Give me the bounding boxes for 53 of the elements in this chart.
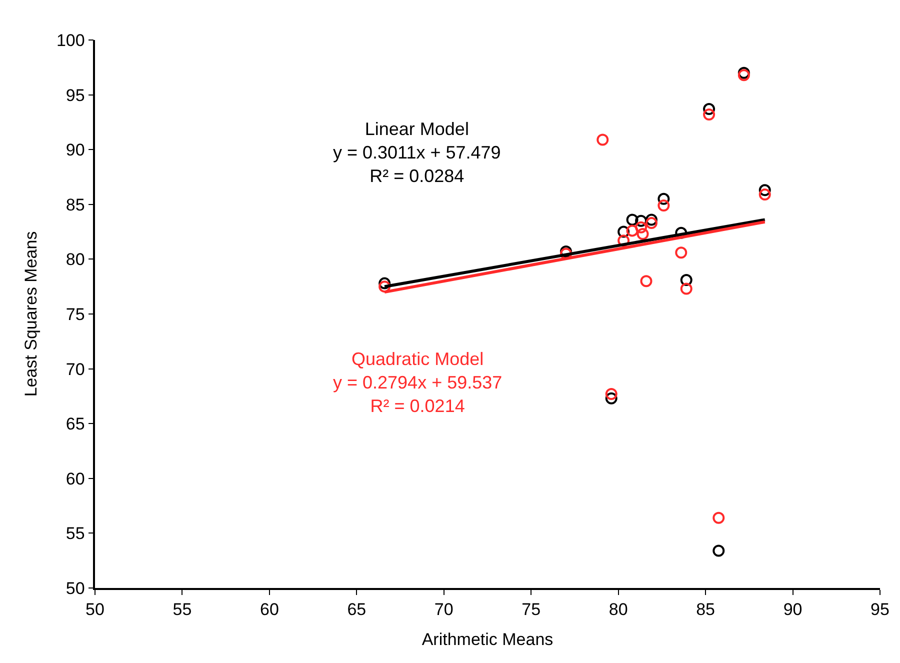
x-tick-label: 95: [870, 600, 890, 620]
point: [378, 280, 391, 293]
y-tick-label: 50: [66, 578, 85, 598]
x-tick-label: 60: [260, 600, 279, 620]
point: [738, 66, 750, 79]
annotation: Quadratic Model y = 0.2794x + 59.537 R² = 0.0214: [333, 349, 502, 416]
point: [712, 544, 725, 557]
point: [712, 512, 725, 524]
point: [636, 228, 649, 240]
point: [645, 214, 658, 226]
point: [618, 226, 630, 238]
point: [680, 274, 692, 286]
point: [703, 103, 716, 116]
point: [758, 184, 771, 196]
point: [378, 277, 391, 290]
y-axis-title: Least Squares Means: [22, 231, 41, 397]
point: [618, 234, 630, 247]
y-tick-label: 55: [66, 524, 85, 544]
point: [758, 188, 771, 201]
point: [596, 134, 609, 146]
x-tick-label: 50: [86, 600, 104, 620]
point: [675, 246, 688, 259]
x-axis-title: Arithmetic Means: [422, 630, 554, 650]
point: [605, 388, 618, 400]
point: [738, 69, 750, 82]
point: [658, 200, 670, 212]
x-tick-label: 70: [434, 600, 454, 620]
y-tick-label: 70: [66, 360, 85, 379]
y-tick-label: 60: [66, 469, 85, 488]
annotation: Linear Model y = 0.3011x + 57.479 R² = 0.0284: [333, 119, 501, 186]
point: [703, 108, 716, 121]
x-tick-label: 75: [522, 600, 541, 620]
x-tick-label: 55: [172, 600, 192, 620]
point: [626, 224, 638, 237]
point: [645, 217, 658, 230]
y-tick-label: 75: [66, 304, 85, 324]
point: [640, 275, 652, 288]
y-tick-label: 90: [66, 140, 85, 160]
point: [635, 214, 648, 227]
y-tick-label: 100: [56, 30, 85, 50]
x-tick-label: 80: [608, 600, 628, 620]
x-tick-label: 85: [696, 600, 716, 620]
y-tick-label: 85: [66, 195, 85, 214]
point: [658, 192, 670, 205]
x-tick-label: 90: [783, 600, 802, 620]
point: [680, 282, 692, 295]
point: [635, 221, 648, 234]
point: [605, 392, 618, 404]
y-tick-label: 95: [66, 86, 85, 105]
x-tick-label: 65: [347, 600, 366, 620]
y-tick-label: 80: [66, 250, 85, 270]
y-tick-label: 65: [66, 414, 85, 434]
point: [626, 214, 638, 226]
